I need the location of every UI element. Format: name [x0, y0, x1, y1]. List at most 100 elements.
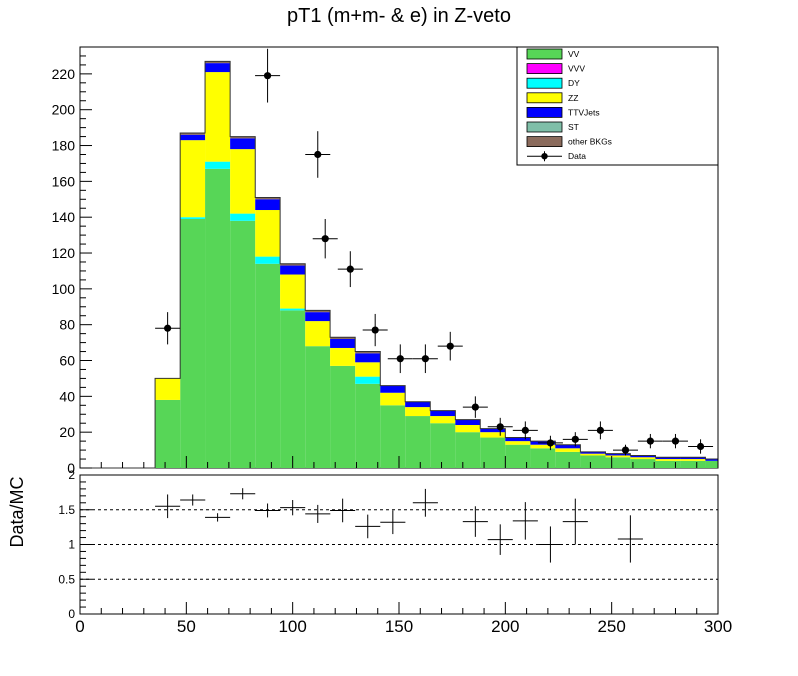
bar-vv-21 — [605, 457, 631, 468]
ratio-point — [180, 494, 206, 506]
bar-zz-4 — [180, 140, 206, 218]
top-y-tick-label: 0 — [67, 460, 75, 476]
bar-ttvjets-8 — [280, 265, 306, 275]
bar-dy-11 — [355, 376, 381, 384]
data-point — [387, 344, 413, 374]
bar-zz-5 — [205, 72, 231, 162]
ratio-x-tick-label: 250 — [597, 617, 625, 636]
data-point — [362, 313, 388, 347]
bar-ttvjets-7 — [255, 199, 281, 211]
bar-ttvjets-17 — [505, 437, 531, 442]
bar-ttvjets-23 — [655, 457, 681, 460]
bar-vv-23 — [655, 460, 681, 468]
bar-other-bkgs-5 — [205, 61, 231, 64]
bar-vv-8 — [280, 310, 306, 468]
bar-dy-5 — [205, 161, 231, 169]
bar-vv-9 — [305, 346, 331, 468]
bar-zz-7 — [255, 210, 281, 257]
data-point — [155, 312, 181, 345]
bar-vv-3 — [155, 399, 181, 468]
ratio-point — [462, 506, 488, 537]
top-x-axis — [79, 456, 719, 468]
data-point — [587, 421, 613, 440]
bar-zz-16 — [480, 432, 506, 438]
data-point — [688, 439, 714, 454]
svg-text:DY: DY — [568, 78, 580, 88]
bar-other-bkgs-10 — [330, 337, 356, 340]
bar-ttvjets-25 — [705, 459, 718, 461]
svg-text:TTVJets: TTVJets — [568, 107, 600, 117]
bar-zz-21 — [605, 455, 631, 458]
bar-vv-13 — [405, 416, 431, 468]
stack-outline — [80, 60, 718, 469]
bar-ttvjets-4 — [180, 134, 206, 141]
bar-other-bkgs-4 — [180, 132, 206, 135]
ratio-point — [230, 488, 256, 500]
chart-title: pT1 (m+m- & e) in Z-veto — [287, 5, 511, 27]
bar-ttvjets-16 — [480, 428, 506, 433]
bar-zz-15 — [455, 425, 481, 433]
top-y-tick-label: 40 — [59, 388, 75, 404]
bar-vv-25 — [705, 460, 718, 468]
ratio-y-tick-label: 1.5 — [58, 503, 75, 517]
ratio-point — [380, 510, 406, 535]
bar-zz-10 — [330, 347, 356, 366]
ratio-point — [205, 513, 231, 522]
data-point — [337, 251, 363, 288]
top-panel: 0 20 40 60 80 100 120 140 160 180 200 220 — [52, 46, 719, 476]
bar-ttvjets-12 — [380, 385, 406, 393]
bar-ttvjets-20 — [580, 451, 606, 454]
legend-entry: DY — [526, 77, 580, 89]
ratio-point — [255, 503, 281, 518]
ratio-x-tick-label: 100 — [278, 617, 306, 636]
ratio-y-axis: 0 0.5 1 1.5 2 — [58, 468, 92, 621]
data-point — [255, 48, 281, 103]
ratio-y-tick-label: 0.5 — [58, 572, 75, 586]
data-point — [662, 433, 688, 449]
top-y-tick-label: 140 — [52, 209, 76, 225]
ratio-point — [155, 494, 181, 519]
ratio-y-tick-label: 2 — [68, 468, 75, 482]
bar-ttvjets-10 — [330, 339, 356, 348]
ratio-y-tick-label: 1 — [68, 538, 75, 552]
bar-ttvjets-13 — [405, 401, 431, 408]
top-y-tick-label: 100 — [52, 281, 76, 297]
ratio-point — [280, 500, 306, 516]
ratio-point — [412, 488, 438, 517]
ratio-x-tick-label: 50 — [177, 617, 196, 636]
ratio-points — [155, 488, 643, 563]
bar-zz-23 — [655, 459, 681, 461]
bar-vv-4 — [180, 218, 206, 468]
legend-entry: other BKGs — [526, 136, 612, 148]
ratio-point — [305, 504, 331, 523]
data-point — [637, 433, 663, 449]
top-y-tick-label: 80 — [59, 317, 75, 333]
bar-ttvjets-5 — [205, 63, 231, 73]
bar-zz-12 — [380, 392, 406, 406]
svg-text:Data: Data — [568, 151, 586, 161]
bar-ttvjets-19 — [555, 444, 581, 449]
legend-entry: TTVJets — [526, 107, 600, 118]
bar-vv-10 — [330, 365, 356, 468]
bar-vv-12 — [380, 405, 406, 468]
ratio-point — [537, 526, 563, 563]
bar-vv-17 — [505, 444, 531, 468]
data-point — [537, 435, 563, 451]
ratio-point — [617, 515, 643, 563]
bar-zz-3 — [155, 378, 181, 400]
bar-vv-11 — [355, 383, 381, 468]
bar-vv-5 — [205, 168, 231, 468]
bar-zz-6 — [230, 149, 256, 214]
bar-other-bkgs-11 — [355, 351, 381, 354]
bar-ttvjets-6 — [230, 138, 256, 150]
ratio-point — [562, 498, 588, 545]
ratio-x-axis: 0 50 100 150 200 250 300 — [75, 602, 732, 636]
bar-ttvjets-22 — [630, 455, 656, 458]
bar-vv-6 — [230, 220, 256, 468]
ratio-y-axis-label: Data/MC — [7, 476, 27, 547]
top-y-tick-label: 160 — [52, 173, 76, 189]
bar-ttvjets-11 — [355, 353, 381, 363]
ratio-panel: 0 0.5 1 1.5 2 0 50 100 150 200 250 300 — [58, 468, 732, 636]
